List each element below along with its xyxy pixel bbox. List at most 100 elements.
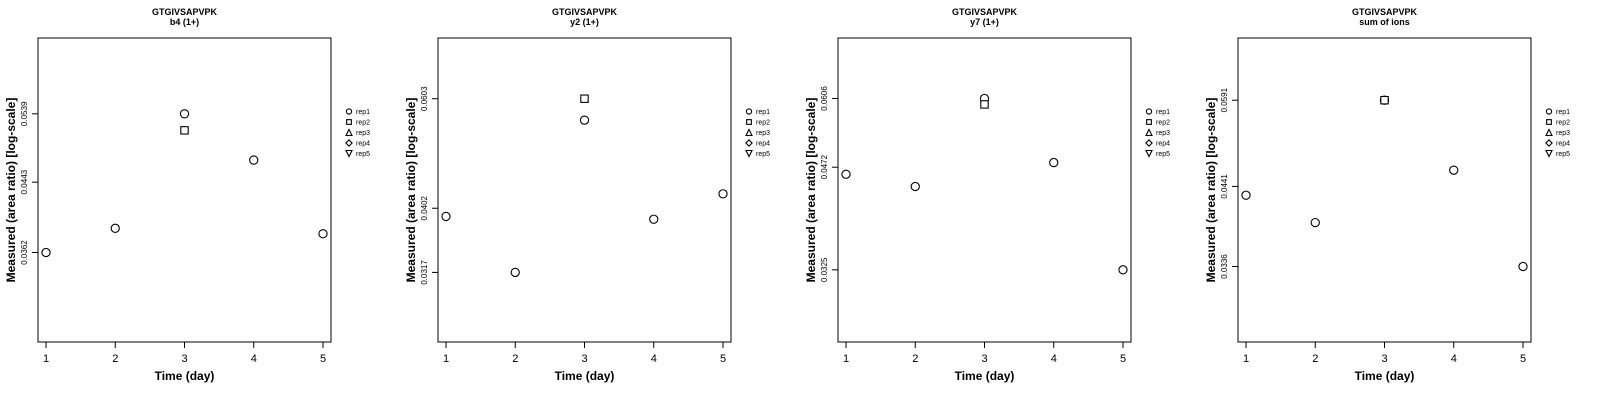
diamond-legend-icon [745,139,753,147]
x-tick-label: 1 [43,353,49,365]
plot-border [437,37,732,343]
data-point-rep1 [841,169,851,179]
x-tick-label: 3 [581,353,587,365]
plot-border [1237,37,1532,343]
legend-label: rep1 [1556,109,1570,116]
x-tick-label: 5 [720,353,726,365]
triangle-up-legend-icon [745,128,753,137]
y-tick-label: 0.0336 [1220,254,1229,279]
square-legend-icon [1546,119,1552,125]
ion-subtitle: sum of ions [1359,17,1410,27]
panel-sum-of-ions: GTGIVSAPVPK sum of ions Measured (area r… [1200,0,1600,400]
data-point-rep1 [41,247,51,258]
legend-label: rep2 [356,120,370,127]
legend-label: rep5 [756,151,770,158]
ion-subtitle: b4 (1+) [169,17,200,27]
legend-label: rep2 [1156,120,1170,127]
x-axis-label: Time (day) [154,369,215,383]
peptide-title: GTGIVSAPVPK [151,7,217,17]
ion-subtitle: y2 (1+) [570,17,599,27]
y-tick-label: 0.0603 [420,86,429,111]
x-tick-label: 2 [112,353,118,365]
data-point-rep1 [910,181,920,192]
circle-legend-icon [345,108,353,115]
data-point-rep1 [441,211,451,222]
data-point-rep1 [318,229,328,239]
panel-title: GTGIVSAPVPK b4 (1+) [38,7,331,27]
legend-label: rep2 [756,120,770,127]
x-tick-label: 1 [443,353,449,365]
y-tick-label: 0.0591 [1220,87,1229,112]
scatter-plot-sum-of-ions: 1 2 3 4 5 0.0336 0.0441 0.0591 rep1 rep2 rep3 rep4 r… [1220,37,1570,365]
x-tick-label: 3 [1381,353,1387,365]
peptide-title: GTGIVSAPVPK [1351,7,1417,17]
x-tick-label: 2 [512,353,518,365]
legend-label: rep1 [756,109,770,116]
x-axis-label: Time (day) [954,369,1015,383]
data-point-rep1 [1310,217,1320,228]
triangle-down-legend-icon [1545,149,1553,158]
triangle-down-legend-icon [745,149,753,158]
x-tick-label: 4 [651,353,657,365]
data-point-rep1 [718,189,728,199]
data-point-rep1 [249,155,259,165]
square-legend-icon [1146,119,1152,125]
data-point-rep1 [110,223,120,233]
peptide-title: GTGIVSAPVPK [551,7,617,17]
data-point-rep2 [980,100,989,109]
x-tick-label: 2 [1312,353,1318,365]
legend-label: rep3 [356,130,370,137]
x-tick-label: 4 [251,353,257,365]
circle-legend-icon [745,108,753,115]
y-tick-label: 0.0539 [20,101,29,126]
x-tick-label: 1 [1243,353,1249,365]
data-point-rep1 [1518,261,1528,272]
diamond-legend-icon [345,139,353,147]
legend-label: rep3 [1556,130,1570,137]
triangle-up-legend-icon [345,128,353,137]
scatter-plot-b4: 1 2 3 4 5 0.0362 0.0443 0.0539 rep1 rep2 rep3 rep4 r… [20,37,370,365]
diamond-legend-icon [1145,139,1153,147]
legend-label: rep4 [356,141,370,148]
legend-label: rep4 [756,141,770,148]
square-legend-icon [346,119,352,125]
scatter-plot-y2: 1 2 3 4 5 0.0317 0.0402 0.0603 rep1 rep2 rep3 rep4 r… [420,37,770,365]
data-point-rep2 [1380,95,1389,105]
data-point-rep1 [179,109,190,119]
legend-label: rep5 [1156,151,1170,158]
x-tick-label: 5 [320,353,326,365]
plot-border [37,37,332,343]
ion-subtitle: y7 (1+) [970,17,999,27]
x-tick-label: 4 [1451,353,1457,365]
triangle-up-legend-icon [1145,128,1153,137]
data-point-rep1 [1241,190,1251,200]
x-tick-label: 5 [1120,353,1126,365]
x-tick-label: 5 [1520,353,1526,365]
legend-label: rep5 [1556,151,1570,158]
data-point-rep1 [579,115,590,125]
x-tick-label: 4 [1051,353,1057,365]
legend-label: rep3 [756,130,770,137]
data-point-rep1 [1449,165,1459,175]
y-tick-label: 0.0362 [20,240,29,265]
x-tick-label: 3 [181,353,187,365]
legend-label: rep3 [1156,130,1170,137]
data-point-rep1 [1118,265,1128,275]
data-point-rep1 [1049,157,1059,168]
legend-label: rep4 [1556,141,1570,148]
x-axis-label: Time (day) [1354,369,1415,383]
peptide-title: GTGIVSAPVPK [951,7,1017,17]
panel-y7: GTGIVSAPVPK y7 (1+) Measured (area ratio… [800,0,1200,400]
panel-title: GTGIVSAPVPK y7 (1+) [838,7,1131,27]
data-point-rep2 [180,126,189,135]
legend-label: rep1 [356,109,370,116]
circle-legend-icon [1545,108,1553,115]
legend-label: rep4 [1156,141,1170,148]
panel-b4: GTGIVSAPVPK b4 (1+) Measured (area ratio… [0,0,400,400]
legend-label: rep2 [1556,120,1570,127]
y-tick-label: 0.0606 [820,86,829,111]
panel-title: GTGIVSAPVPK y2 (1+) [438,7,731,27]
y-tick-label: 0.0441 [1220,174,1229,199]
y-tick-label: 0.0402 [420,195,429,220]
